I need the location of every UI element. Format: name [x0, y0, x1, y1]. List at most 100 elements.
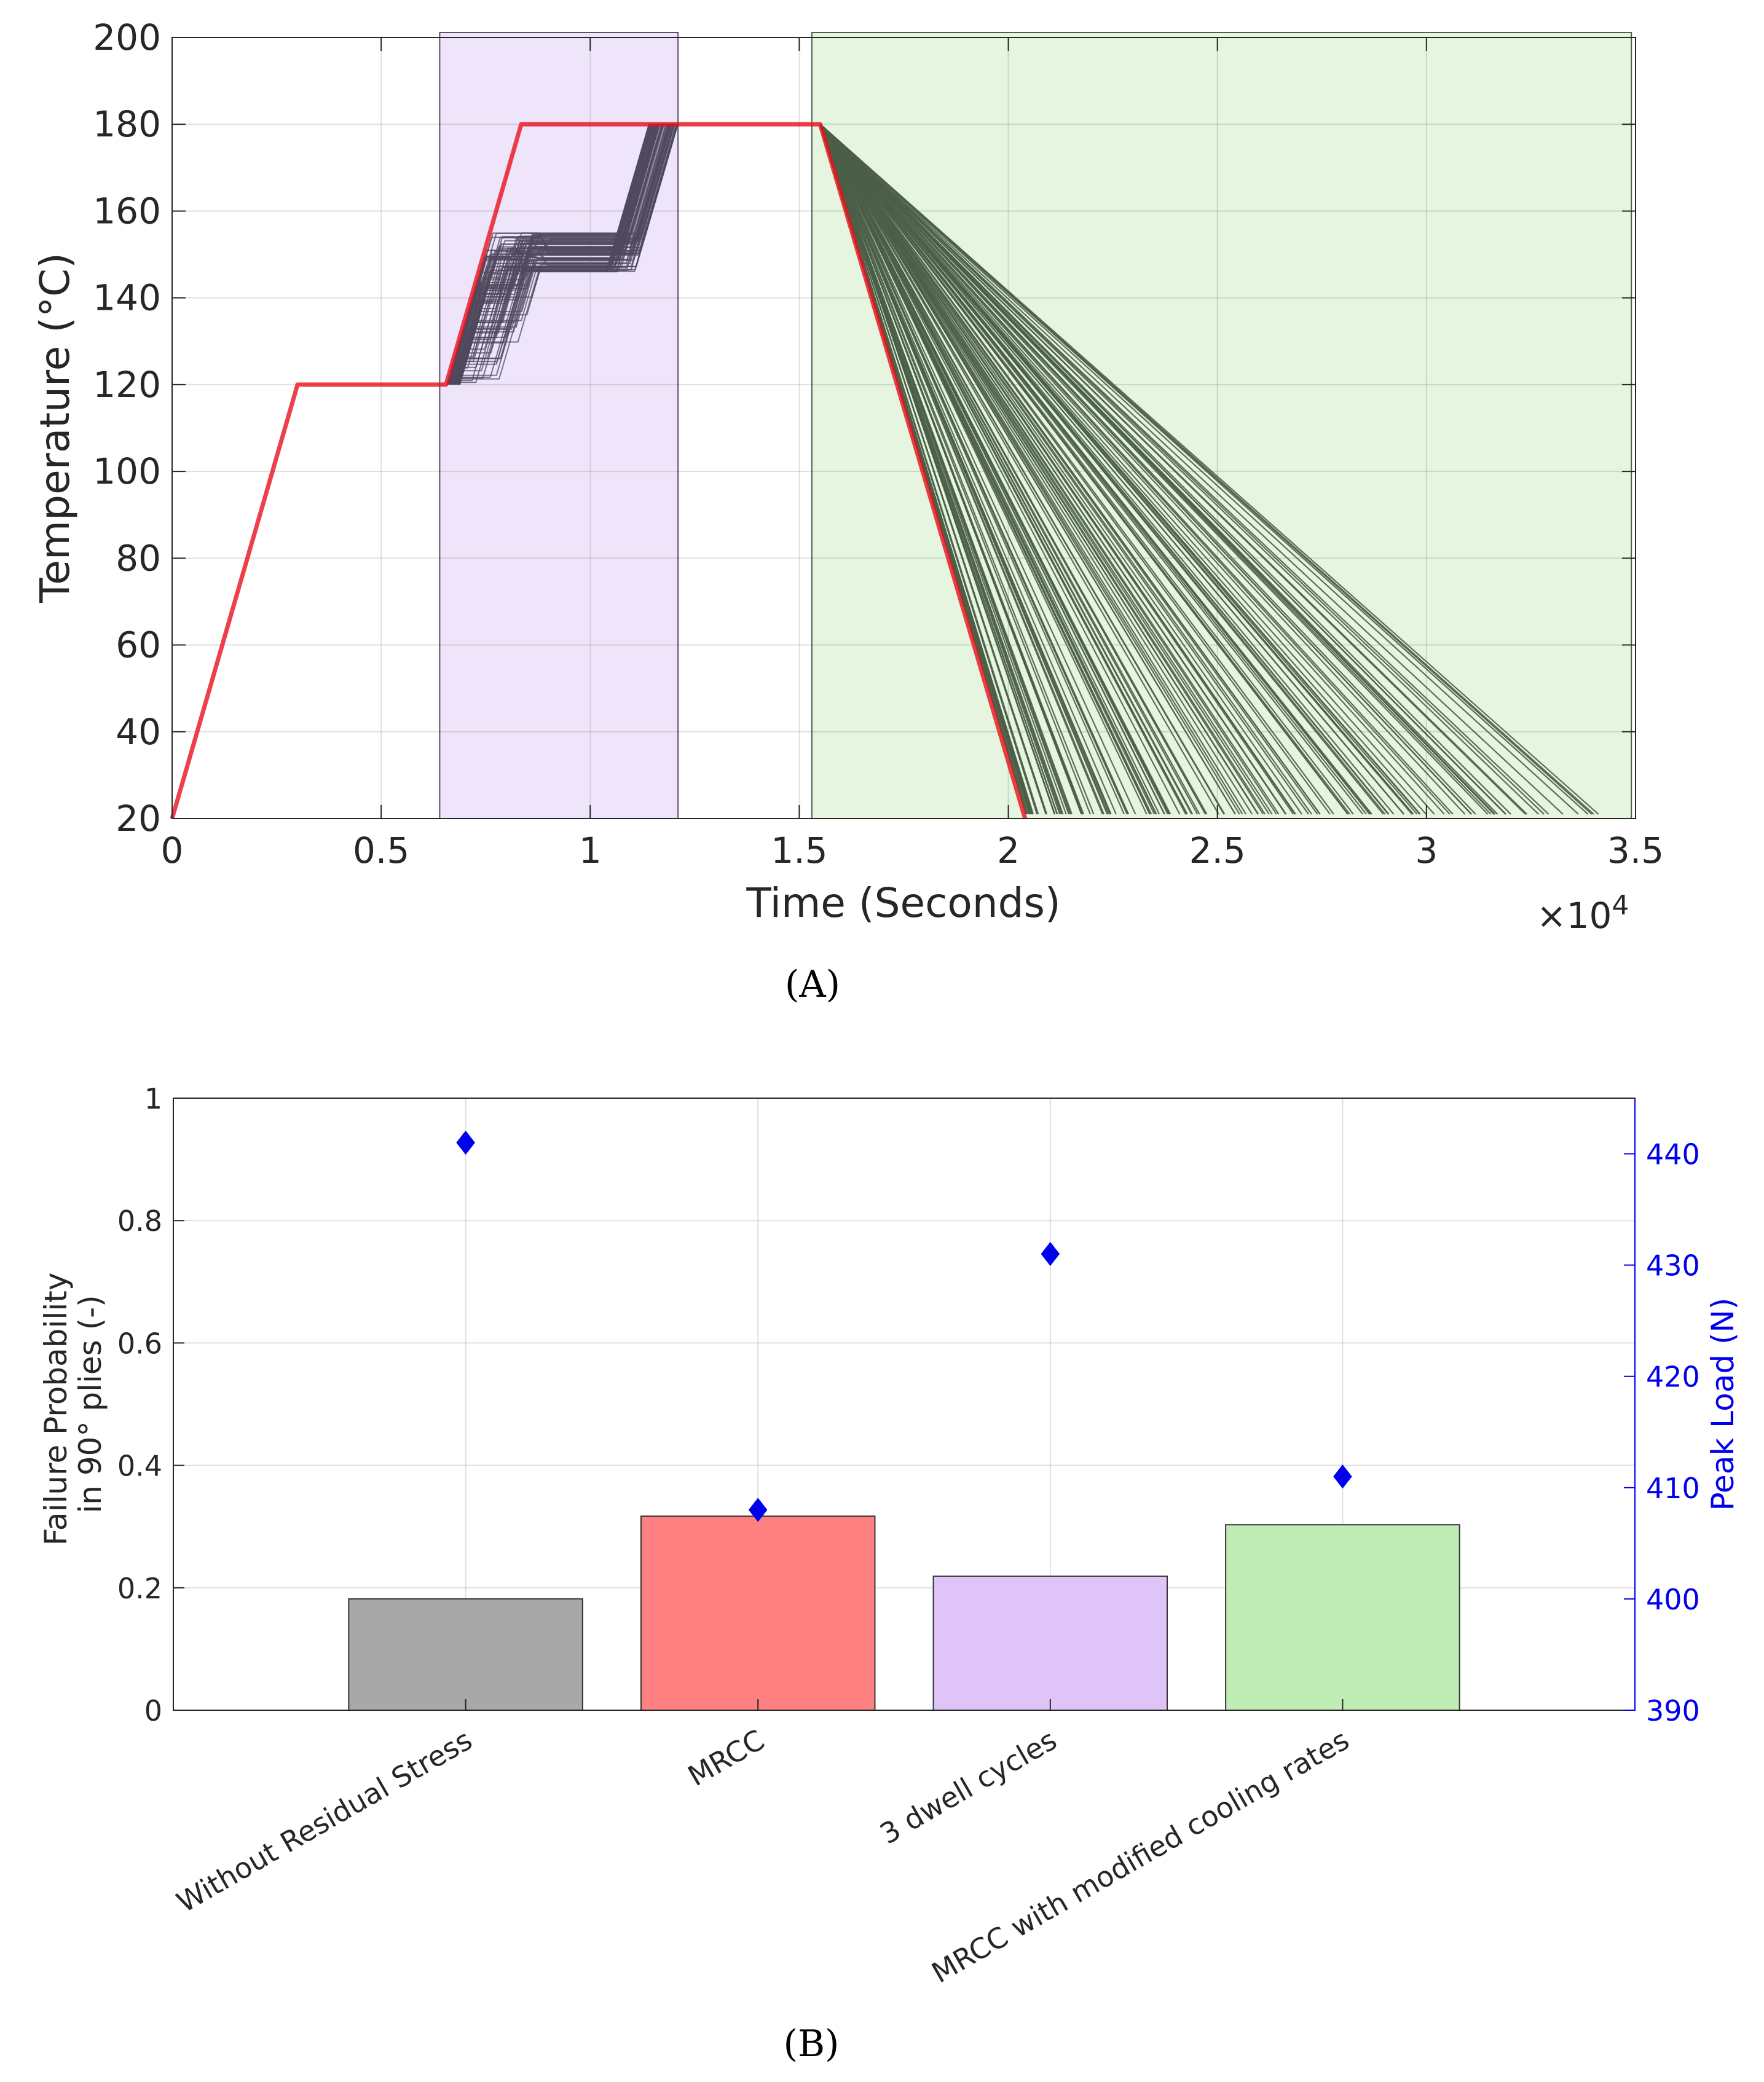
cooling-variation-line: [819, 124, 1188, 815]
cooling-variation-line: [819, 124, 1200, 815]
panel-a-y-axis-label: Temperature (°C): [31, 253, 79, 603]
cooling-variation-line: [819, 124, 1296, 815]
cooling-variation-line: [819, 124, 1253, 815]
x-tick-label: 2: [997, 830, 1020, 871]
left-y-tick-label: 0: [144, 1694, 162, 1727]
cooling-variation-line: [819, 124, 1427, 815]
panel-a-caption: (A): [785, 963, 840, 1006]
cooling-variation-line: [819, 124, 1321, 815]
cooling-variation-line: [819, 124, 1334, 815]
bar-0: [348, 1598, 583, 1711]
cooling-variation-line: [819, 124, 1277, 815]
cooling-variation-line: [819, 124, 1312, 815]
left-y-label-line-2: in 90° plies (-): [73, 1295, 108, 1513]
cooling-variation-line: [819, 124, 1405, 815]
cooling-variation-line: [819, 124, 1247, 815]
right-y-tick-label: 400: [1646, 1583, 1700, 1616]
x-tick-label: 3: [1415, 830, 1438, 871]
y-tick-label: 100: [93, 450, 161, 492]
panel-a-x-multiplier: ×104: [1537, 890, 1629, 937]
panel-a-x-ticks: 0 0.5 1 1.5 2 2.5 3 3.5: [161, 37, 1664, 871]
panel-b-left-y-axis-label: Failure Probability in 90° plies (-): [38, 1263, 108, 1546]
cooling-variation-line: [819, 124, 1489, 815]
panel-b-caption: (B): [784, 2022, 840, 2065]
panel-b-right-y-axis-label: Peak Load (N): [1705, 1298, 1741, 1511]
cooling-variation-line: [819, 124, 1594, 815]
cooling-variation-line: [819, 124, 1048, 815]
cooling-variation-line: [819, 124, 1082, 815]
panel-a-temperature-chart: 0 0.5 1 1.5 2 2.5 3 3.5 20 40 60 80 100 120 140 160 180…: [31, 17, 1664, 1006]
left-y-tick-label: 0.6: [117, 1327, 162, 1360]
left-y-tick-label: 0.2: [117, 1572, 162, 1605]
cooling-variation-line: [819, 124, 1157, 815]
cooling-variation-line: [819, 124, 1171, 815]
x-multiplier-exponent: 4: [1612, 890, 1629, 921]
y-tick-label: 120: [93, 364, 161, 406]
cooling-variation-line: [819, 124, 1445, 815]
cooling-variation-line: [819, 124, 1266, 815]
peak-load-marker: [748, 1498, 768, 1522]
y-tick-label: 20: [116, 798, 161, 839]
cooling-variation-line: [819, 124, 1226, 815]
y-tick-label: 40: [116, 711, 161, 753]
cooling-variation-line: [819, 124, 1136, 815]
right-y-tick-label: 430: [1646, 1249, 1700, 1283]
peak-load-marker: [456, 1130, 475, 1155]
panel-a-axes-box: [171, 37, 1636, 819]
cooling-variation-line: [819, 124, 1364, 815]
cooling-variation-line: [819, 124, 1495, 815]
x-tick-label: 2.5: [1189, 830, 1246, 871]
cooling-variation-line: [819, 124, 1109, 815]
cooling-variation-line: [819, 124, 1579, 815]
y-tick-label: 140: [93, 277, 161, 319]
y-tick-label: 200: [93, 17, 161, 58]
panel-b-failure-chart: 0 0.2 0.4 0.6 0.8 1 390 400 410 420 430 440 Withou…: [38, 1082, 1741, 2065]
panel-b-right-y-ticks: 390 400 410 420 430 440: [1624, 1138, 1700, 1727]
x-multiplier-base: ×10: [1537, 895, 1612, 937]
cooling-variation-line: [819, 124, 1414, 815]
y-tick-label: 60: [116, 624, 161, 666]
cooling-variation-line: [819, 124, 1506, 815]
right-y-tick-label: 420: [1646, 1361, 1700, 1394]
left-y-label-line-1: Failure Probability: [38, 1273, 74, 1546]
category-label: Without Residual Stress: [171, 1723, 478, 1919]
cooling-variation-line: [819, 124, 1117, 815]
cooling-variation-line: [819, 124, 1287, 815]
cooling-variation-line: [819, 124, 1219, 815]
left-y-tick-label: 1: [144, 1082, 162, 1115]
cooling-variation-line: [819, 124, 1371, 815]
y-tick-label: 180: [93, 103, 161, 145]
panel-b-peak-load-markers: [456, 1130, 1352, 1522]
x-tick-label: 3.5: [1607, 830, 1664, 871]
panel-b-bars: [348, 1515, 1460, 1711]
cooling-variation-line: [819, 124, 1349, 815]
cooling-variation-line: [819, 124, 1151, 815]
cooling-variation-line: [819, 124, 1095, 815]
right-y-tick-label: 440: [1646, 1138, 1700, 1171]
cooling-variation-line: [819, 124, 1395, 815]
cooling-variation-line: [819, 124, 1062, 815]
bar-3: [1225, 1524, 1460, 1711]
x-tick-label: 1: [579, 830, 602, 871]
cooling-variation-line: [819, 124, 1435, 815]
cooling-variation-line: [819, 124, 1549, 815]
cooling-variation-line: [819, 124, 1526, 815]
baseline-cure-line: [170, 122, 1028, 819]
cooling-variation-line: [819, 124, 1302, 815]
category-label: MRCC: [682, 1723, 770, 1793]
cooling-variation-line: [819, 124, 1451, 815]
panel-b-category-labels: Without Residual Stress MRCC 3 dwell cycle…: [171, 1699, 1355, 1990]
bar-1: [640, 1515, 876, 1711]
x-tick-label: 0.5: [353, 830, 409, 871]
left-y-tick-label: 0.4: [117, 1450, 162, 1483]
y-tick-label: 160: [93, 190, 161, 232]
baseline-cure-cycle: [170, 122, 1028, 819]
cooling-variation-line: [819, 124, 1420, 815]
bar-2: [932, 1575, 1168, 1711]
peak-load-marker: [1333, 1464, 1352, 1489]
x-tick-label: 1.5: [771, 830, 827, 871]
cooling-variation-line: [819, 124, 1472, 815]
cooling-variation-line: [819, 124, 1236, 815]
x-tick-label: 0: [161, 830, 184, 871]
